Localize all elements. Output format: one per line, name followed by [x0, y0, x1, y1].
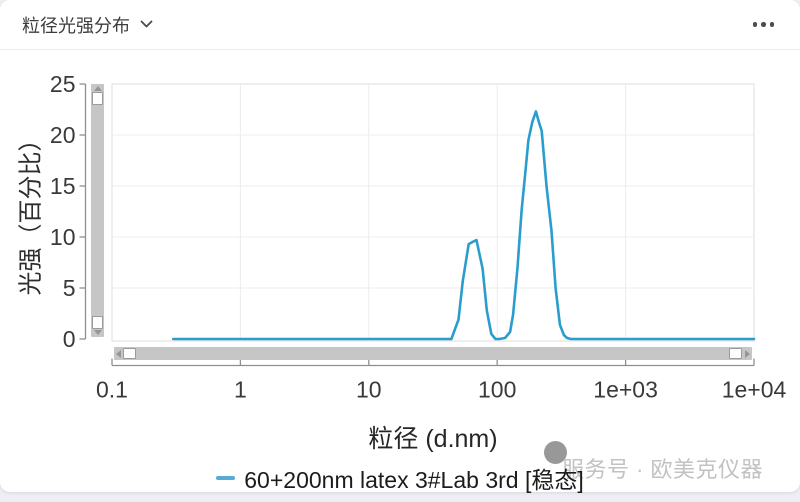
y-tick-label: 10 [50, 224, 76, 250]
y-range-slider[interactable] [91, 84, 104, 337]
legend-line-swatch [216, 476, 236, 480]
x-tick-label: 1 [234, 377, 247, 403]
y-slider-up-arrow[interactable] [93, 86, 102, 91]
legend-label: 60+200nm latex 3#Lab 3rd [稳态] [244, 467, 584, 493]
y-tick-label: 5 [63, 275, 76, 301]
card-header: 粒径光强分布 [0, 0, 800, 50]
watermark-logo-icon [544, 441, 567, 464]
y-slider-down-arrow[interactable] [93, 330, 102, 335]
x-range-slider[interactable] [114, 347, 752, 360]
y-slider-bottom-handle[interactable] [92, 316, 103, 329]
y-slider-top-handle[interactable] [92, 92, 103, 105]
y-tick-label: 20 [50, 122, 76, 148]
chevron-down-icon[interactable] [140, 20, 153, 29]
x-axis-title: 粒径 (d.nm) [368, 425, 498, 453]
y-tick-label: 15 [50, 173, 76, 199]
x-slider-right-handle[interactable] [729, 348, 742, 359]
x-tick-label: 1e+04 [722, 377, 787, 403]
chart-type-selector-label[interactable]: 粒径光强分布 [22, 15, 130, 36]
x-tick-label: 10 [356, 377, 382, 403]
more-menu-button[interactable] [749, 16, 779, 33]
x-slider-left-handle[interactable] [123, 348, 136, 359]
y-axis-title: 光强（百分比） [17, 127, 45, 296]
y-tick-label: 0 [63, 326, 76, 352]
y-tick-label: 25 [50, 71, 76, 97]
watermark-text: 服务号 · 欧美克仪器 [562, 457, 764, 482]
x-slider-right-arrow[interactable] [745, 349, 750, 358]
plot-area [111, 83, 755, 342]
legend: 60+200nm latex 3#Lab 3rd [稳态] [0, 461, 800, 495]
series-line [172, 110, 756, 341]
ellipsis-dot [752, 22, 757, 27]
ellipsis-dot [769, 22, 774, 27]
x-slider-left-arrow[interactable] [116, 349, 121, 358]
ellipsis-dot [761, 22, 766, 27]
x-tick-label: 1e+03 [593, 377, 658, 403]
x-tick-label: 100 [478, 377, 516, 403]
x-tick-label: 0.1 [96, 377, 128, 403]
